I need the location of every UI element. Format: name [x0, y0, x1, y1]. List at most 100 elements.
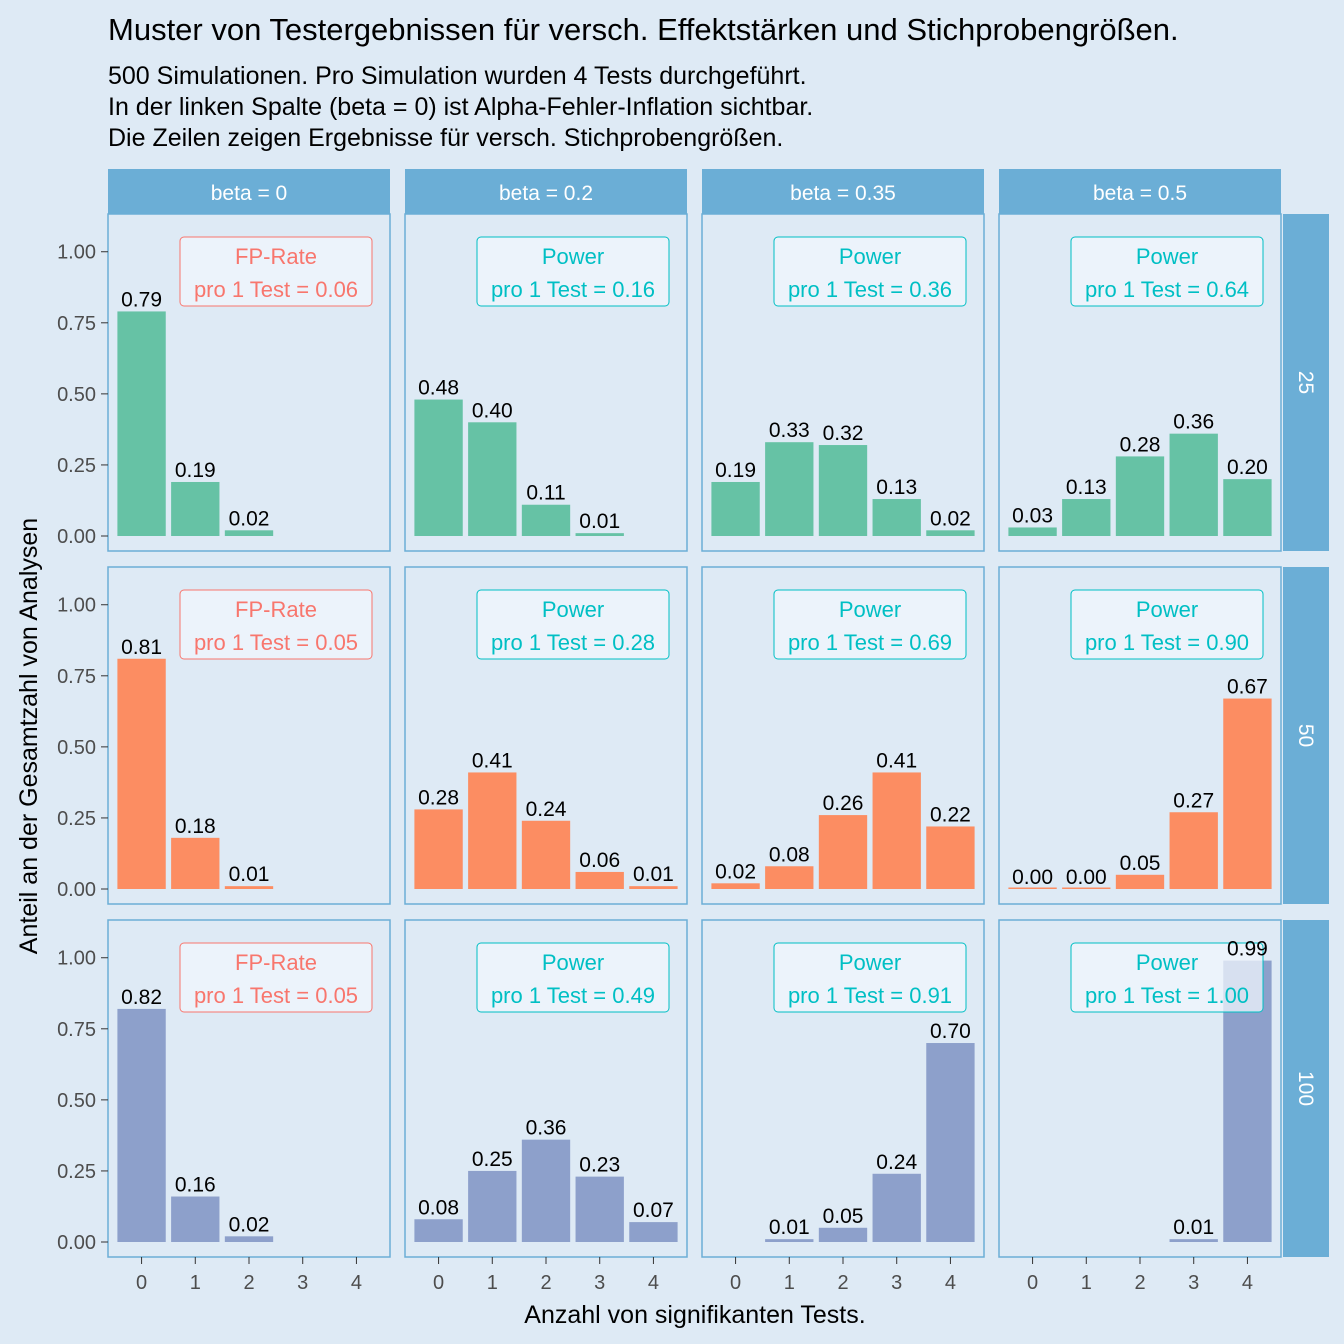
annotation-box — [773, 236, 967, 307]
column-strip — [405, 169, 687, 214]
x-tick-label: 0 — [1027, 1272, 1038, 1294]
bar — [521, 820, 571, 889]
bar-label: 0.23 — [579, 1154, 620, 1177]
bar — [224, 530, 274, 536]
row-strip-label: 25 — [1294, 371, 1317, 394]
bar — [521, 504, 571, 536]
bar-label: 0.18 — [175, 815, 216, 838]
y-tick-label: 0.00 — [57, 526, 96, 548]
bar-label: 0.01 — [769, 1216, 810, 1239]
x-tick-label: 1 — [1081, 1272, 1092, 1294]
bar-label: 0.28 — [418, 786, 459, 809]
x-tick-label: 4 — [945, 1272, 956, 1294]
bar — [629, 886, 678, 889]
bar-label: 0.28 — [1120, 433, 1161, 456]
annotation-box — [179, 589, 373, 660]
bar — [1115, 456, 1165, 536]
y-tick-label: 1.00 — [57, 948, 96, 970]
annotation-box — [773, 589, 967, 660]
panel: FP-Rate pro 1 Test = 0.06 0.79 0.19 0.02 — [107, 213, 391, 552]
panel: Power pro 1 Test = 0.49 0.08 0.25 0.36 0.23 0.… — [404, 919, 688, 1258]
row-strip-label: 100 — [1294, 1071, 1317, 1106]
bar — [575, 1176, 624, 1242]
annotation-box — [476, 589, 670, 660]
panel-border — [404, 213, 688, 552]
panel-border — [701, 213, 985, 552]
panel: Power pro 1 Test = 0.69 0.02 0.08 0.26 0.41 0.… — [701, 566, 985, 905]
x-tick-label: 3 — [891, 1272, 902, 1294]
y-tick-label: 0.75 — [57, 313, 96, 335]
bar-label: 0.08 — [418, 1196, 459, 1219]
bar — [1169, 1239, 1218, 1242]
y-tick-label: 0.50 — [57, 737, 96, 759]
column-strip-label: beta = 0.5 — [1093, 182, 1187, 205]
bar — [117, 311, 166, 536]
annotation-title: Power — [839, 244, 901, 269]
bar — [1062, 887, 1111, 889]
annotation-title: Power — [1136, 597, 1198, 622]
bar — [117, 658, 166, 889]
bar-label: 0.27 — [1173, 789, 1214, 812]
y-tick-label: 1.00 — [57, 242, 96, 264]
annotation-title: FP-Rate — [235, 950, 317, 975]
bar-label: 0.67 — [1227, 676, 1268, 699]
column-strip-label: beta = 0 — [211, 182, 287, 205]
bar-label: 0.40 — [472, 399, 513, 422]
annotation-value: pro 1 Test = 0.64 — [1085, 277, 1249, 302]
annotation-value: pro 1 Test = 0.05 — [194, 983, 358, 1008]
annotation-value: pro 1 Test = 0.91 — [788, 983, 952, 1008]
bar-label: 0.36 — [526, 1117, 567, 1140]
panel: FP-Rate pro 1 Test = 0.05 0.81 0.18 0.01 — [107, 566, 391, 905]
bar-label: 0.00 — [1012, 866, 1053, 889]
bar — [926, 826, 975, 889]
annotation-box — [773, 942, 967, 1013]
x-tick-label: 4 — [351, 1272, 362, 1294]
annotation-title: Power — [1136, 950, 1198, 975]
y-tick-label: 0.25 — [57, 1161, 96, 1183]
y-tick-label: 0.25 — [57, 455, 96, 477]
bar — [1115, 874, 1165, 889]
x-tick-label: 4 — [648, 1272, 659, 1294]
bar-label: 0.22 — [930, 803, 971, 826]
bar — [171, 1196, 220, 1242]
bar — [1223, 698, 1272, 889]
column-strip-label: beta = 0.2 — [499, 182, 593, 205]
bar — [765, 866, 814, 889]
bar-label: 0.11 — [526, 482, 565, 505]
annotation-box — [179, 942, 373, 1013]
chart-subtitle-line-1: 500 Simulationen. Pro Simulation wurden … — [108, 62, 807, 90]
bar — [765, 442, 814, 536]
bar-label: 0.00 — [1066, 866, 1107, 889]
x-tick-label: 3 — [297, 1272, 308, 1294]
bar — [926, 530, 975, 536]
bar-label: 0.25 — [472, 1148, 513, 1171]
y-tick-label: 0.75 — [57, 1019, 96, 1041]
panel-border — [404, 566, 688, 905]
bar-label: 0.20 — [1227, 456, 1268, 479]
bar-label: 0.82 — [121, 986, 162, 1009]
x-tick-label: 1 — [784, 1272, 795, 1294]
bar-label: 0.13 — [876, 476, 917, 499]
bar — [414, 399, 463, 536]
bar — [1169, 433, 1218, 536]
row-strip-label: 50 — [1294, 724, 1317, 747]
bar — [818, 445, 868, 536]
annotation-box — [1070, 236, 1264, 307]
annotation-title: Power — [839, 597, 901, 622]
bar — [521, 1139, 571, 1242]
bar — [926, 1043, 975, 1242]
panel: FP-Rate pro 1 Test = 0.05 0.82 0.16 0.02 — [107, 919, 391, 1258]
bar-label: 0.32 — [823, 422, 864, 445]
annotation-title: Power — [839, 950, 901, 975]
bar — [1169, 812, 1218, 889]
bar-label: 0.36 — [1173, 411, 1214, 434]
y-tick-label: 1.00 — [57, 595, 96, 617]
bar-label: 0.01 — [633, 863, 674, 886]
x-tick-label: 4 — [1242, 1272, 1253, 1294]
y-tick-label: 0.25 — [57, 808, 96, 830]
annotation-value: pro 1 Test = 0.90 — [1085, 630, 1249, 655]
panel-border — [998, 566, 1282, 905]
bar — [1062, 499, 1111, 536]
bar-label: 0.24 — [526, 798, 567, 821]
